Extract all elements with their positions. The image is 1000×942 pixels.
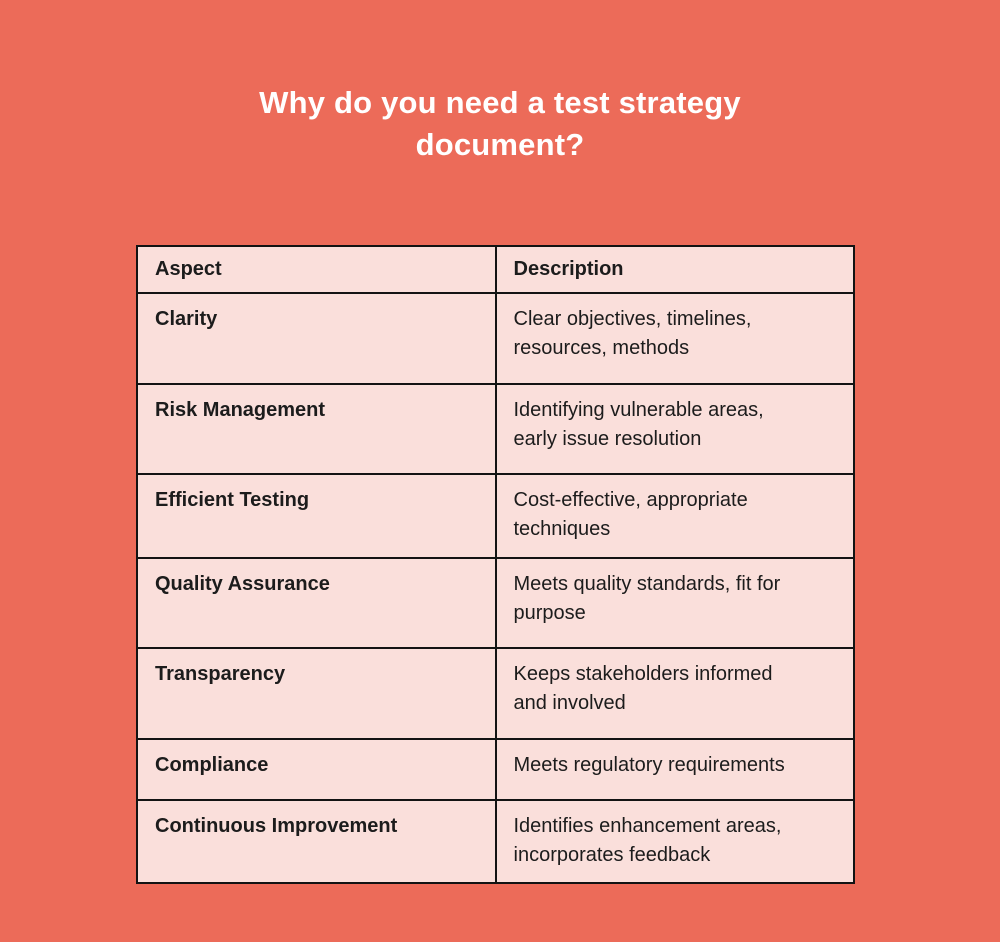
page-title-line-2: document? — [415, 126, 585, 162]
aspect-cell: Transparency — [136, 646, 497, 740]
aspects-table-body: Clarity Clear objectives, timelines, res… — [136, 291, 855, 884]
header-row: Aspect Description — [136, 244, 855, 294]
description-text: Meets quality standards, fit for purpose — [513, 572, 781, 624]
aspect-cell: Risk Management — [136, 382, 497, 475]
aspects-table-header: Aspect Description — [136, 244, 855, 294]
description-cell: Keeps stakeholders informed and involved — [494, 646, 855, 740]
description-text: Cost-effective, appropriate techniques — [513, 488, 748, 540]
table-row-compliance: Compliance Meets regulatory requirements — [136, 737, 855, 801]
table-row-quality-assurance: Quality Assurance Meets quality standard… — [136, 556, 855, 649]
page-title-line-1: Why do you need a test strategy — [259, 84, 741, 120]
description-text: Clear objectives, timelines, resources, … — [513, 307, 752, 359]
description-text: Identifies enhancement areas, incorporat… — [513, 814, 782, 866]
table-row-continuous-improvement: Continuous Improvement Identifies enhanc… — [136, 798, 855, 884]
aspect-cell: Clarity — [136, 291, 497, 385]
page-title: Why do you need a test strategy document… — [0, 21, 1000, 166]
table-row-risk-management: Risk Management Identifying vulnerable a… — [136, 382, 855, 475]
description-text: Keeps stakeholders informed and involved — [513, 662, 773, 714]
table-row-transparency: Transparency Keeps stakeholders informed… — [136, 646, 855, 740]
column-header-aspect: Aspect — [136, 244, 497, 294]
aspect-cell: Continuous Improvement — [136, 798, 497, 884]
description-cell: Identifies enhancement areas, incorporat… — [494, 798, 855, 884]
description-cell: Clear objectives, timelines, resources, … — [494, 291, 855, 385]
description-cell: Cost-effective, appropriate techniques — [494, 472, 855, 559]
description-cell: Meets quality standards, fit for purpose — [494, 556, 855, 649]
description-cell: Identifying vulnerable areas, early issu… — [494, 382, 855, 475]
aspect-cell: Efficient Testing — [136, 472, 497, 559]
infographic-page: Why do you need a test strategy document… — [0, 21, 1000, 942]
aspect-cell: Compliance — [136, 737, 497, 801]
aspect-cell: Quality Assurance — [136, 556, 497, 649]
aspects-table: Aspect Description Clarity Clear objecti… — [136, 244, 855, 884]
description-text: Identifying vulnerable areas, early issu… — [513, 398, 764, 450]
description-text: Meets regulatory requirements — [513, 753, 785, 776]
column-header-description: Description — [494, 244, 855, 294]
table-row-clarity: Clarity Clear objectives, timelines, res… — [136, 291, 855, 385]
table-row-efficient-testing: Efficient Testing Cost-effective, approp… — [136, 472, 855, 559]
description-cell: Meets regulatory requirements — [494, 737, 855, 801]
